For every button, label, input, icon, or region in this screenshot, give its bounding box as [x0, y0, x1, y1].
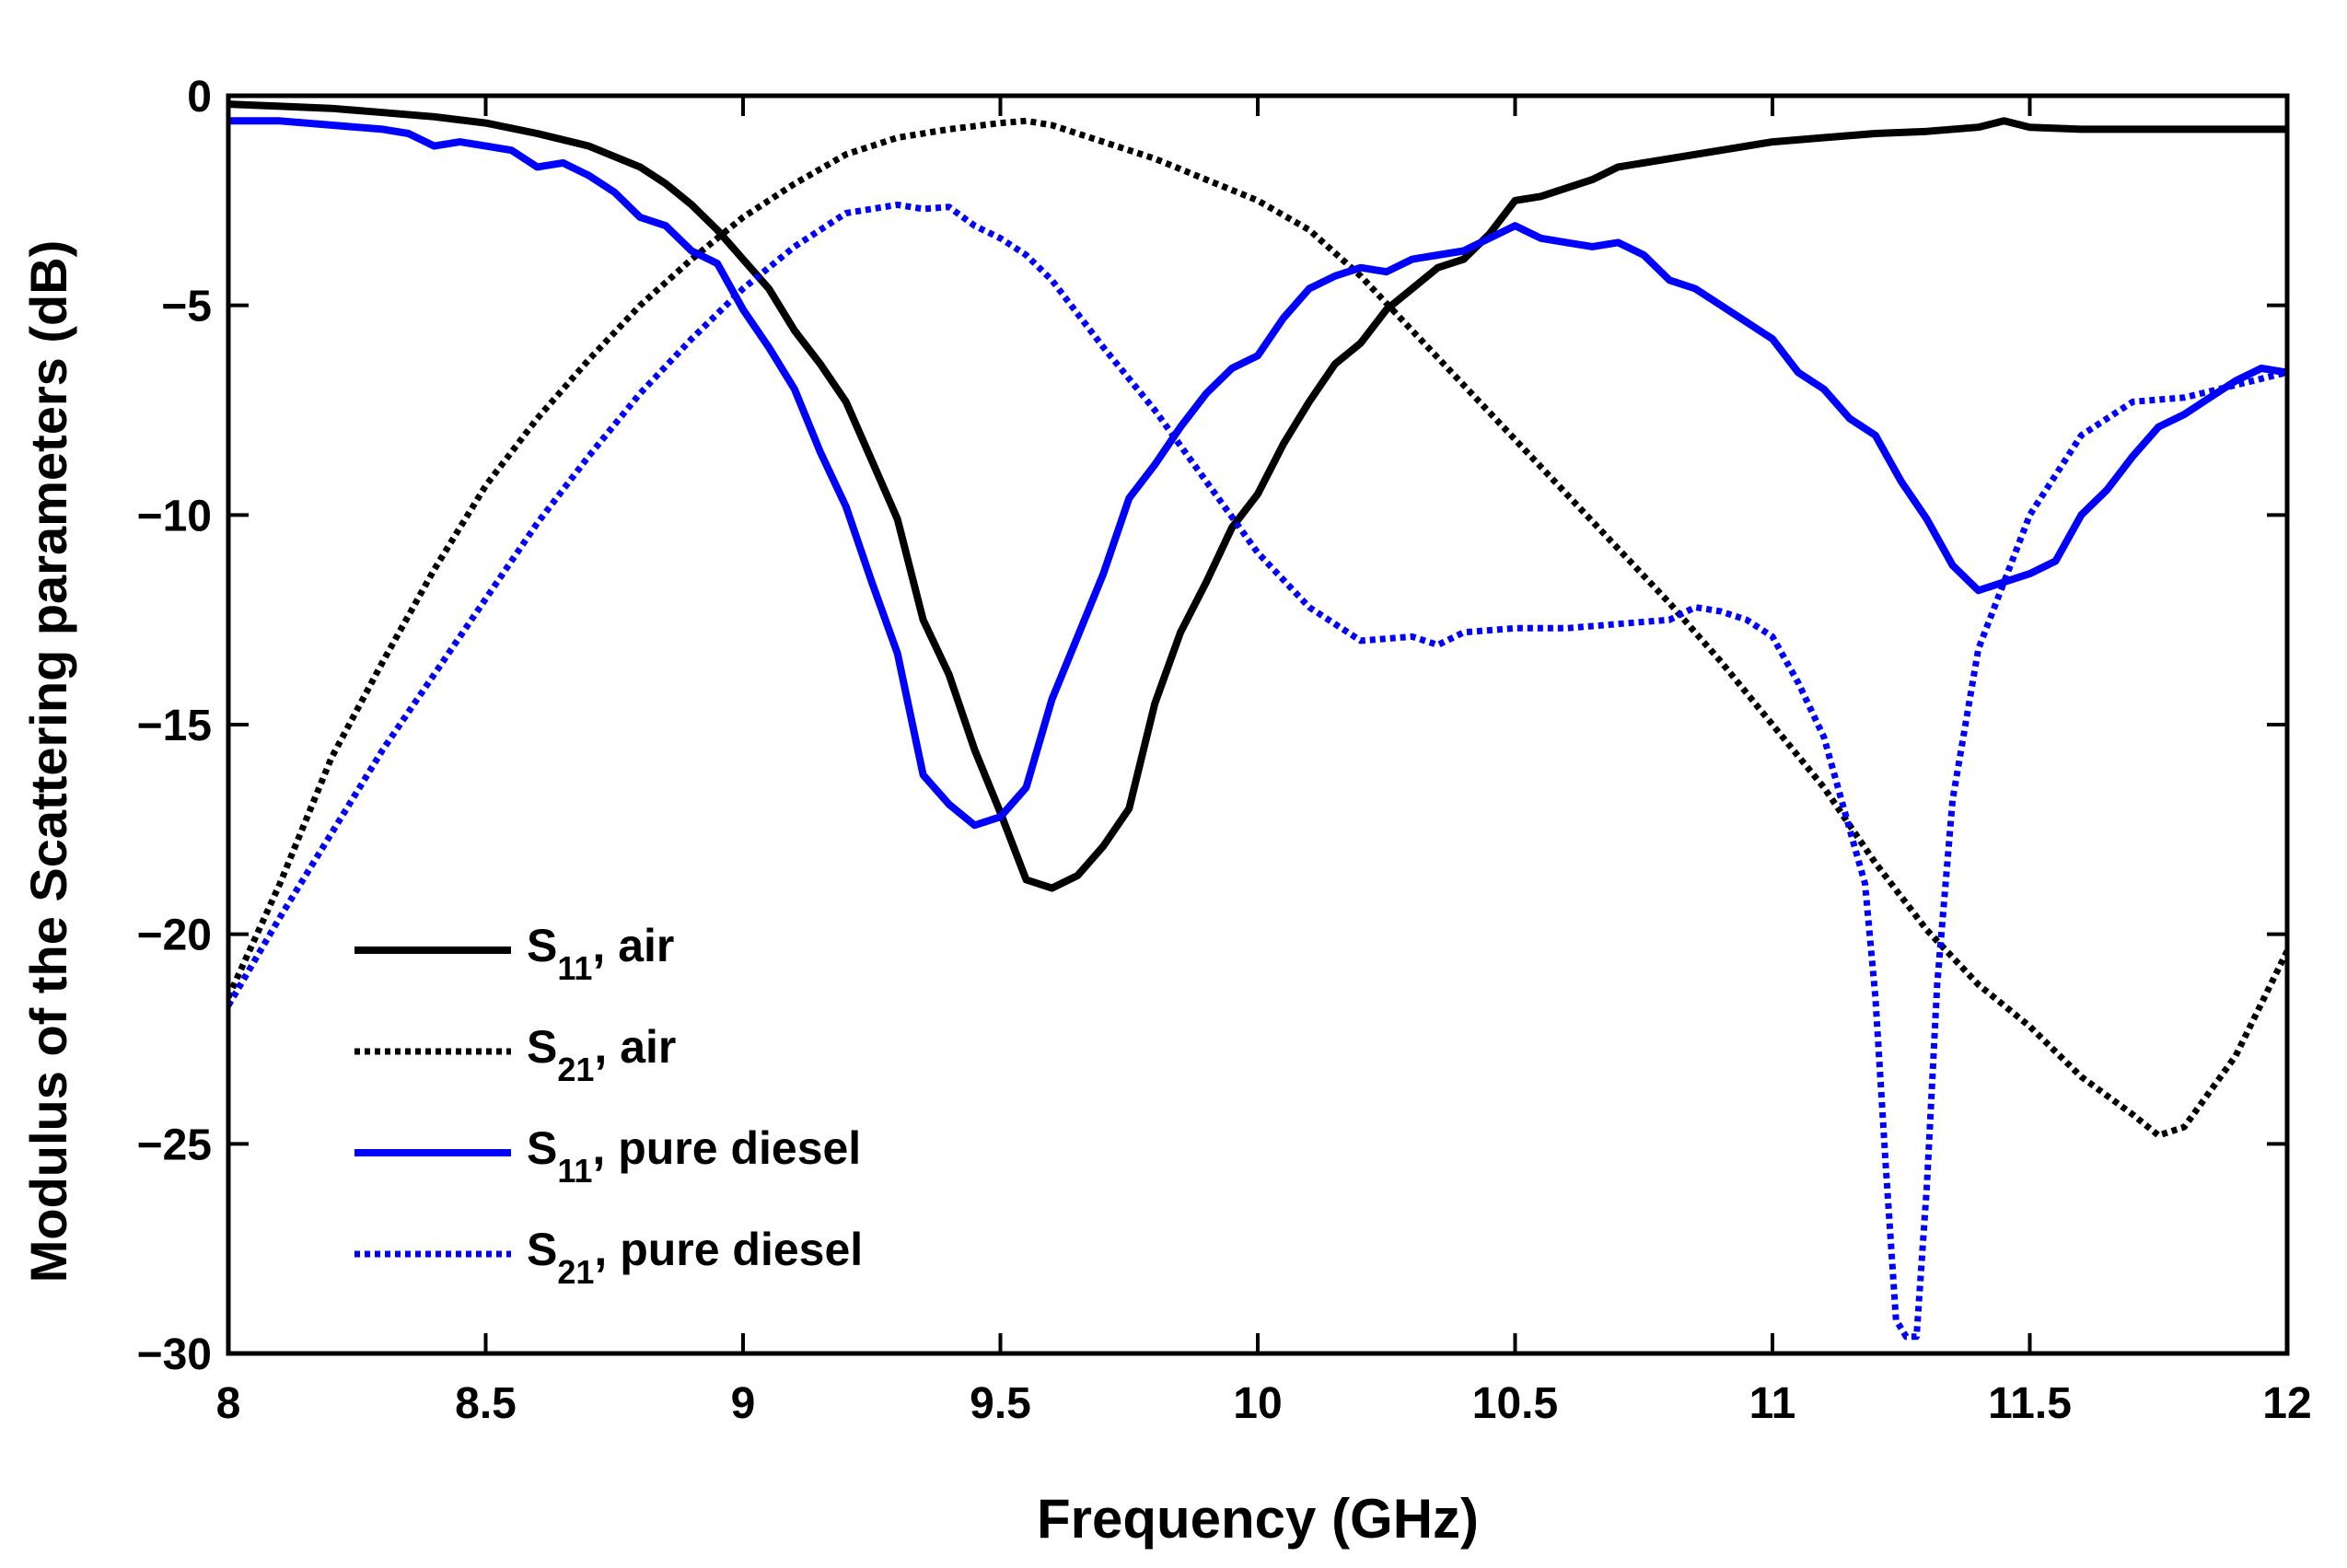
legend-label-sub: 21 [557, 1051, 594, 1088]
series-layer [228, 100, 2287, 1341]
x-tick-label: 12 [2262, 1379, 2311, 1428]
legend-label-1: S21, air [527, 1021, 676, 1088]
legend-label-2: S11, pure diesel [527, 1122, 861, 1190]
x-tick-label: 9 [731, 1379, 756, 1428]
x-tick-label: 8 [216, 1379, 241, 1428]
x-tick-label: 9.5 [970, 1379, 1031, 1428]
legend-label-0: S11, air [527, 920, 674, 987]
series-line-1 [228, 117, 2287, 1139]
y-tick-label: 0 [187, 73, 212, 122]
legend-label-sub: 11 [557, 949, 592, 987]
legend-label-main: S [527, 1021, 557, 1073]
legend-label-sub: 21 [557, 1253, 594, 1291]
x-tick-label: 11 [1749, 1379, 1796, 1428]
x-axis-label: Frequency (GHz) [1037, 1488, 1479, 1550]
ticks-layer: 8 8.5 9 9.5 10 10.5 11 11.5 12 0 −5 −10 −15 −20 −25 −30 [137, 73, 2312, 1428]
series-line-2 [228, 117, 2287, 830]
y-tick-label: −30 [137, 1330, 212, 1379]
legend-label-main: S [527, 1224, 557, 1275]
legend-label-rest: , pure diesel [594, 1224, 863, 1275]
y-tick-label: −25 [137, 1121, 212, 1169]
series-line-3 [228, 201, 2287, 1341]
y-axis-label: Modulus of the Scattering parameters (dB… [19, 240, 77, 1283]
legend-label-main: S [527, 1122, 557, 1174]
y-tick-label: −5 [161, 283, 212, 331]
x-tick-label: 11.5 [1988, 1379, 2072, 1428]
y-tick-label: −15 [137, 702, 212, 750]
legend-label-3: S21, pure diesel [527, 1224, 863, 1291]
legend-label-rest: , pure diesel [592, 1122, 861, 1174]
y-tick-label: −20 [137, 912, 212, 960]
y-tick-label: −10 [137, 492, 212, 540]
legend-label-rest: , air [592, 920, 674, 971]
x-tick-label: 8.5 [455, 1379, 517, 1428]
legend-label-main: S [527, 920, 557, 971]
legend-label-sub: 11 [557, 1152, 592, 1190]
series-line-0 [228, 100, 2287, 892]
x-tick-label: 10 [1233, 1379, 1282, 1428]
legend-label-rest: , air [594, 1021, 676, 1073]
x-tick-label: 10.5 [1472, 1379, 1558, 1428]
